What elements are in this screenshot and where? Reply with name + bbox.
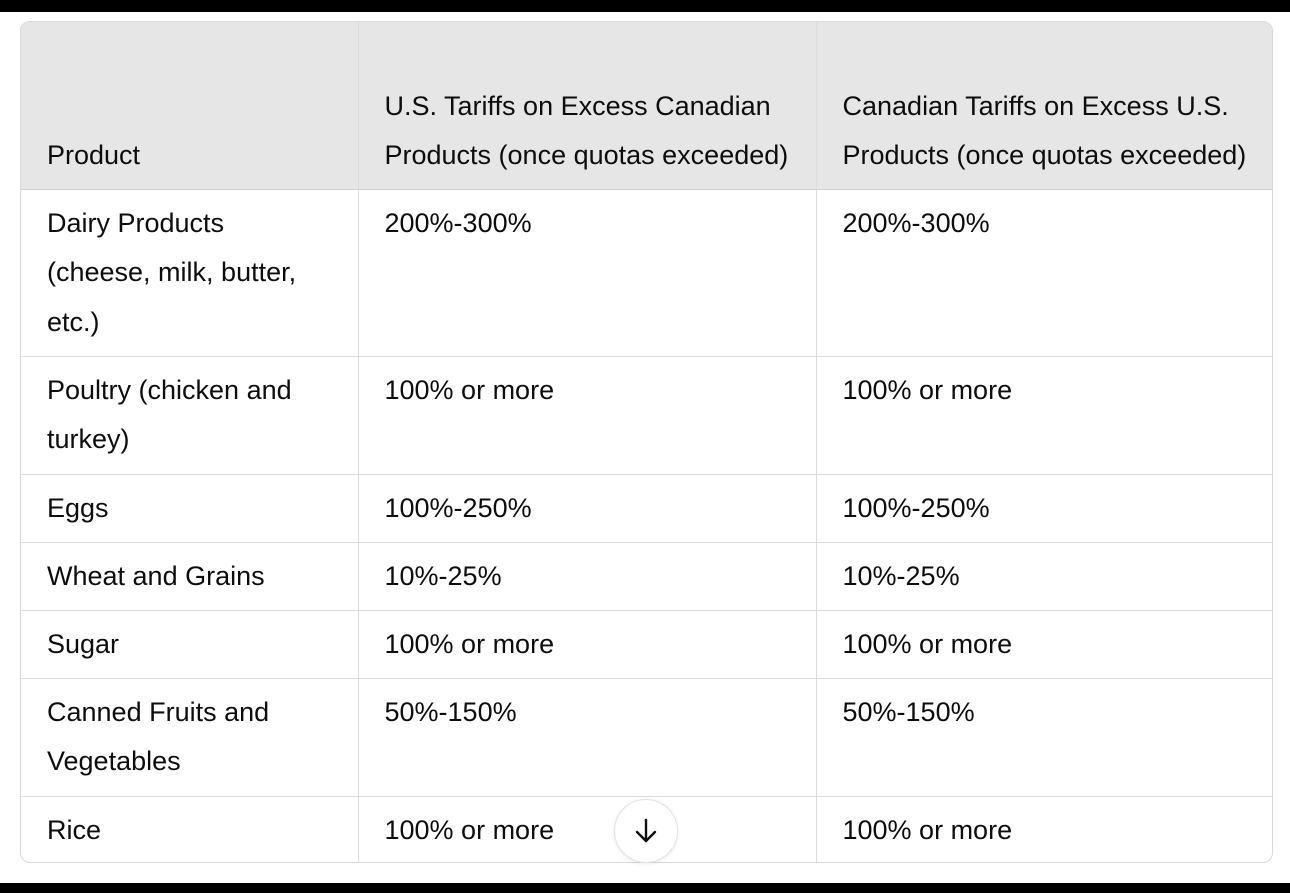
chat-content-area: Product U.S. Tariffs on Excess Canadian … [0,12,1290,883]
cell-product: Poultry (chicken and turkey) [21,356,359,475]
cell-us-tariff: 100% or more [358,796,817,862]
cell-us-tariff: 50%-150% [358,678,817,797]
header-canadian-tariffs: Canadian Tariffs on Excess U.S. Products… [816,22,1272,190]
cell-canadian-tariff: 200%-300% [816,189,1272,357]
header-product: Product [21,22,359,190]
table-row: Rice 100% or more 100% or more [21,796,1272,862]
cell-canadian-tariff: 100% or more [816,356,1272,475]
bottom-edge-bar [0,883,1290,893]
tariff-table: Product U.S. Tariffs on Excess Canadian … [21,22,1272,862]
table-row: Eggs 100%-250% 100%-250% [21,474,1272,543]
cell-us-tariff: 200%-300% [358,189,817,357]
cell-canadian-tariff: 10%-25% [816,542,1272,611]
arrow-down-icon [635,818,657,843]
cell-product: Dairy Products (cheese, milk, butter, et… [21,189,359,357]
cell-us-tariff: 100% or more [358,610,817,679]
cell-product: Sugar [21,610,359,679]
cell-product: Rice [21,796,359,862]
table-header-row: Product U.S. Tariffs on Excess Canadian … [21,22,1272,190]
table-row: Poultry (chicken and turkey) 100% or mor… [21,356,1272,475]
header-us-tariffs: U.S. Tariffs on Excess Canadian Products… [358,22,817,190]
table-row: Wheat and Grains 10%-25% 10%-25% [21,542,1272,611]
table-row: Sugar 100% or more 100% or more [21,610,1272,679]
cell-canadian-tariff: 100% or more [842,814,1013,845]
table-row: Dairy Products (cheese, milk, butter, et… [21,189,1272,357]
cell-canadian-tariff: 50%-150% [816,678,1272,797]
cell-product: Eggs [21,474,359,543]
cell-product: Canned Fruits and Vegetables [21,678,359,797]
cell-us-tariff: 100%-250% [358,474,817,543]
cell-us-tariff: 100% or more [358,356,817,475]
cell-product: Wheat and Grains [21,542,359,611]
scroll-to-bottom-button[interactable] [614,799,678,863]
tariff-table-container: Product U.S. Tariffs on Excess Canadian … [20,21,1273,863]
cell-canadian-tariff: 100%-250% [816,474,1272,543]
cell-canadian-tariff: 100% or more [816,610,1272,679]
table-row: Canned Fruits and Vegetables 50%-150% 50… [21,678,1272,797]
cell-us-tariff: 10%-25% [358,542,817,611]
